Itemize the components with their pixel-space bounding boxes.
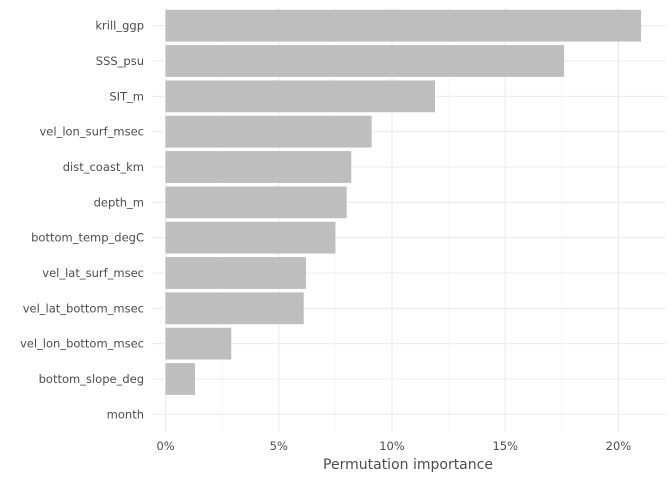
category-label: SIT_m bbox=[109, 89, 144, 103]
x-tick-label: 5% bbox=[270, 439, 288, 453]
x-tick-labels: 0% 5% 10% 15% 20% bbox=[156, 439, 631, 453]
bar-depth_m bbox=[165, 186, 347, 219]
x-tick-label: 20% bbox=[606, 439, 632, 453]
category-label: vel_lat_surf_msec bbox=[42, 266, 144, 280]
bars bbox=[165, 9, 642, 395]
x-tick-label: 0% bbox=[156, 439, 174, 453]
category-label: vel_lat_bottom_msec bbox=[23, 301, 144, 315]
bar-bottom_temp_degC bbox=[165, 221, 336, 254]
x-axis-title: Permutation importance bbox=[323, 457, 493, 473]
category-label: bottom_temp_degC bbox=[31, 231, 144, 245]
bar-vel_lon_bottom_msec bbox=[165, 327, 232, 360]
bar-SSS_psu bbox=[165, 45, 565, 77]
category-label: depth_m bbox=[94, 195, 144, 209]
bar-vel_lat_bottom_msec bbox=[165, 292, 304, 325]
category-label: month bbox=[107, 407, 144, 421]
x-tick-label: 15% bbox=[492, 439, 518, 453]
category-label: SSS_psu bbox=[96, 54, 144, 68]
category-label: vel_lon_bottom_msec bbox=[20, 337, 144, 351]
x-tick-label: 10% bbox=[379, 439, 405, 453]
category-label: krill_ggp bbox=[95, 19, 144, 33]
category-label: bottom_slope_deg bbox=[39, 372, 144, 386]
bar-vel_lon_surf_msec bbox=[165, 115, 372, 148]
bar-SIT_m bbox=[165, 80, 436, 113]
category-label: vel_lon_surf_msec bbox=[40, 125, 145, 139]
bar-krill_ggp bbox=[165, 9, 642, 42]
category-labels: krill_ggp SSS_psu SIT_m vel_lon_surf_msecdi… bbox=[20, 19, 144, 422]
bar-dist_coast_km bbox=[165, 151, 352, 183]
bar-bottom_slope_deg bbox=[165, 363, 196, 395]
bar-vel_lat_surf_msec bbox=[165, 257, 306, 289]
category-label: dist_coast_km bbox=[63, 160, 144, 174]
